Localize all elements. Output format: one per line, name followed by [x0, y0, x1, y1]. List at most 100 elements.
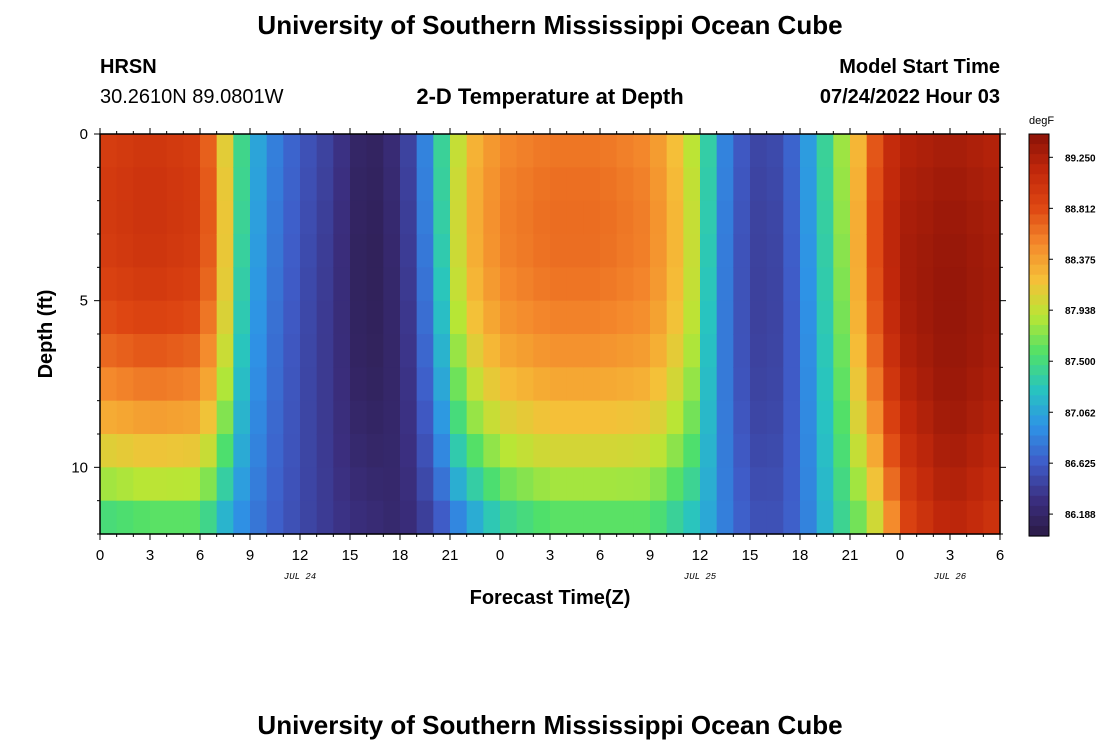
heatmap-cell	[816, 467, 834, 502]
heatmap-cell	[683, 334, 701, 368]
heatmap-cell	[366, 200, 384, 235]
y-axis-title: Depth (ft)	[35, 290, 57, 379]
heatmap-cell	[116, 167, 134, 202]
heatmap-cell	[400, 234, 418, 268]
heatmap-cell	[966, 200, 984, 235]
heatmap-cell	[483, 167, 501, 202]
heatmap-cell	[366, 300, 384, 335]
heatmap-cell	[533, 500, 551, 535]
x-tick-label: 3	[146, 547, 154, 564]
heatmap-cell	[850, 500, 868, 535]
heatmap-cell	[600, 267, 618, 302]
heatmap-cell	[250, 200, 268, 235]
heatmap-cell	[600, 500, 618, 535]
heatmap-cell	[816, 434, 834, 468]
heatmap-cell	[250, 367, 268, 402]
heatmap-cell	[866, 467, 884, 502]
heatmap-cell	[400, 400, 418, 435]
heatmap-cell	[533, 200, 551, 235]
colorbar-label: 88.375	[1065, 255, 1096, 266]
heatmap-cell	[900, 134, 918, 168]
heatmap-cell	[400, 367, 418, 402]
heatmap-cell	[533, 267, 551, 302]
heatmap-cell	[683, 467, 701, 502]
heatmap-cell	[983, 234, 1001, 268]
heatmap-cell	[233, 234, 251, 268]
heatmap-cell	[216, 434, 234, 468]
heatmap-cell	[233, 334, 251, 368]
heatmap-cell	[566, 134, 584, 168]
heatmap-cell	[666, 500, 684, 535]
heatmap-cell	[833, 467, 851, 502]
heatmap-cell	[933, 234, 951, 268]
heatmap-cell	[383, 400, 401, 435]
heatmap-cell	[750, 467, 768, 502]
heatmap-cell	[133, 434, 151, 468]
heatmap-cell	[466, 367, 484, 402]
heatmap-cell	[583, 134, 601, 168]
heatmap-cell	[983, 300, 1001, 335]
heatmap-cell	[366, 167, 384, 202]
heatmap-cell	[333, 400, 351, 435]
heatmap-cell	[816, 134, 834, 168]
heatmap-cell	[433, 267, 451, 302]
station-coords: 30.2610N 89.0801W	[100, 86, 284, 108]
heatmap-cell	[700, 467, 718, 502]
colorbar-segment	[1029, 214, 1049, 226]
heatmap-cell	[733, 234, 751, 268]
heatmap-cell	[683, 434, 701, 468]
heatmap-cell	[833, 167, 851, 202]
heatmap-cell	[233, 134, 251, 168]
heatmap-cell	[883, 334, 901, 368]
heatmap-cell	[916, 467, 934, 502]
heatmap-cell	[466, 134, 484, 168]
heatmap-cell	[333, 300, 351, 335]
heatmap-cell	[450, 367, 468, 402]
heatmap-cell	[916, 267, 934, 302]
heatmap-cell	[550, 200, 568, 235]
heatmap-cell	[766, 467, 784, 502]
heatmap-cell	[133, 234, 151, 268]
heatmap-cell	[566, 467, 584, 502]
heatmap-cell	[133, 467, 151, 502]
heatmap-cell	[633, 234, 651, 268]
heatmap-cell	[150, 200, 168, 235]
heatmap-cell	[800, 167, 818, 202]
heatmap-cell	[850, 267, 868, 302]
heatmap-cell	[566, 267, 584, 302]
heatmap-cell	[650, 400, 668, 435]
x-tick-label: 0	[96, 547, 104, 564]
heatmap-cell	[750, 134, 768, 168]
heatmap-cell	[966, 400, 984, 435]
heatmap-cell	[700, 300, 718, 335]
heatmap-cell	[766, 134, 784, 168]
heatmap-cell	[433, 367, 451, 402]
heatmap-cell	[266, 467, 284, 502]
heatmap-cell	[533, 367, 551, 402]
heatmap-cell	[550, 500, 568, 535]
heatmap-cell	[200, 234, 218, 268]
heatmap-cell	[983, 434, 1001, 468]
heatmap-cell	[916, 334, 934, 368]
heatmap-cell	[616, 400, 634, 435]
heatmap-cell	[516, 400, 534, 435]
heatmap-cell	[266, 367, 284, 402]
heatmap-cell	[150, 400, 168, 435]
heatmap-cell	[850, 400, 868, 435]
x-tick-label: 15	[742, 547, 759, 564]
heatmap-cell	[800, 334, 818, 368]
heatmap-cell	[300, 300, 318, 335]
heatmap-cell	[116, 467, 134, 502]
heatmap-cell	[150, 267, 168, 302]
heatmap-cell	[416, 367, 434, 402]
heatmap-cell	[816, 300, 834, 335]
heatmap-cell	[600, 467, 618, 502]
heatmap-cell	[616, 467, 634, 502]
heatmap-cell	[933, 434, 951, 468]
heatmap-cell	[583, 434, 601, 468]
heatmap-cell	[183, 434, 201, 468]
heatmap-cell	[216, 134, 234, 168]
heatmap-cell	[300, 434, 318, 468]
heatmap-cell	[633, 500, 651, 535]
x-tick-label: 3	[546, 547, 554, 564]
